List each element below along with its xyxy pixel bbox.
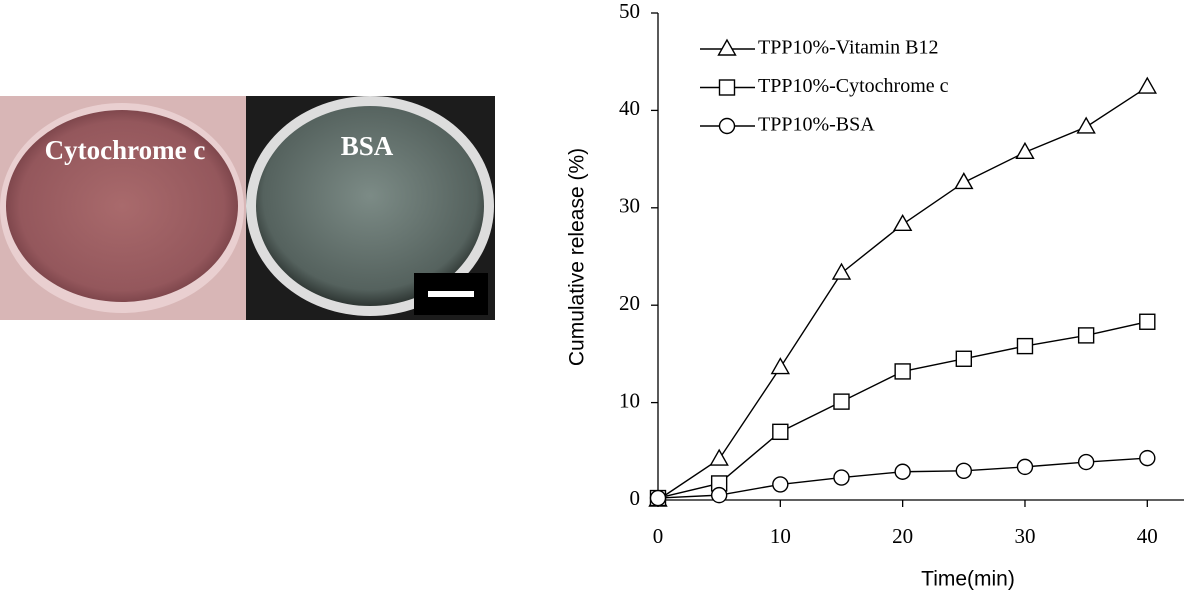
legend-label: TPP10%-Vitamin B12 [758,37,938,59]
well [6,110,238,302]
photo-label: BSA [341,131,394,161]
marker [772,423,789,441]
x-tick-label: 10 [770,524,791,548]
marker [1139,313,1156,330]
scale-bar [428,291,474,297]
marker [649,489,667,507]
y-tick-label: 30 [619,194,640,218]
marker [709,448,729,466]
marker [1016,458,1034,476]
marker [770,357,791,375]
marker [1137,76,1158,94]
marker [833,393,850,410]
marker [894,363,911,380]
marker [772,476,789,493]
marker [833,469,850,486]
photo: Cytochrome c BSA [0,96,495,320]
y-tick-label: 0 [630,486,641,510]
y-axis-label: Cumulative release (%) [566,148,589,366]
marker [1077,453,1095,471]
marker [955,462,973,479]
well [256,106,484,306]
x-tick-label: 40 [1137,524,1158,548]
y-tick-label: 50 [619,0,640,23]
marker [892,213,913,232]
photo-label: Cytochrome c [45,135,206,165]
legend-marker [718,117,736,135]
marker [1015,141,1035,159]
marker [954,172,974,190]
legend-label: TPP10%-BSA [758,114,875,136]
legend-marker [717,38,737,56]
marker [894,463,911,480]
x-tick-label: 30 [1014,524,1035,548]
x-tick-label: 0 [653,524,664,548]
marker [831,262,852,280]
legend-marker [718,79,736,96]
marker [1016,337,1034,355]
marker [1076,116,1096,134]
x-tick-label: 20 [892,524,913,548]
marker [1077,327,1095,344]
marker [955,350,973,367]
marker [710,486,728,504]
series-line [657,86,1148,501]
y-tick-label: 40 [619,96,640,120]
legend-label: TPP10%-Cytochrome c [758,75,949,97]
y-tick-label: 10 [619,388,640,412]
y-tick-label: 20 [619,291,640,315]
marker [1139,449,1156,467]
x-axis-label: Time(min) [921,568,1015,591]
